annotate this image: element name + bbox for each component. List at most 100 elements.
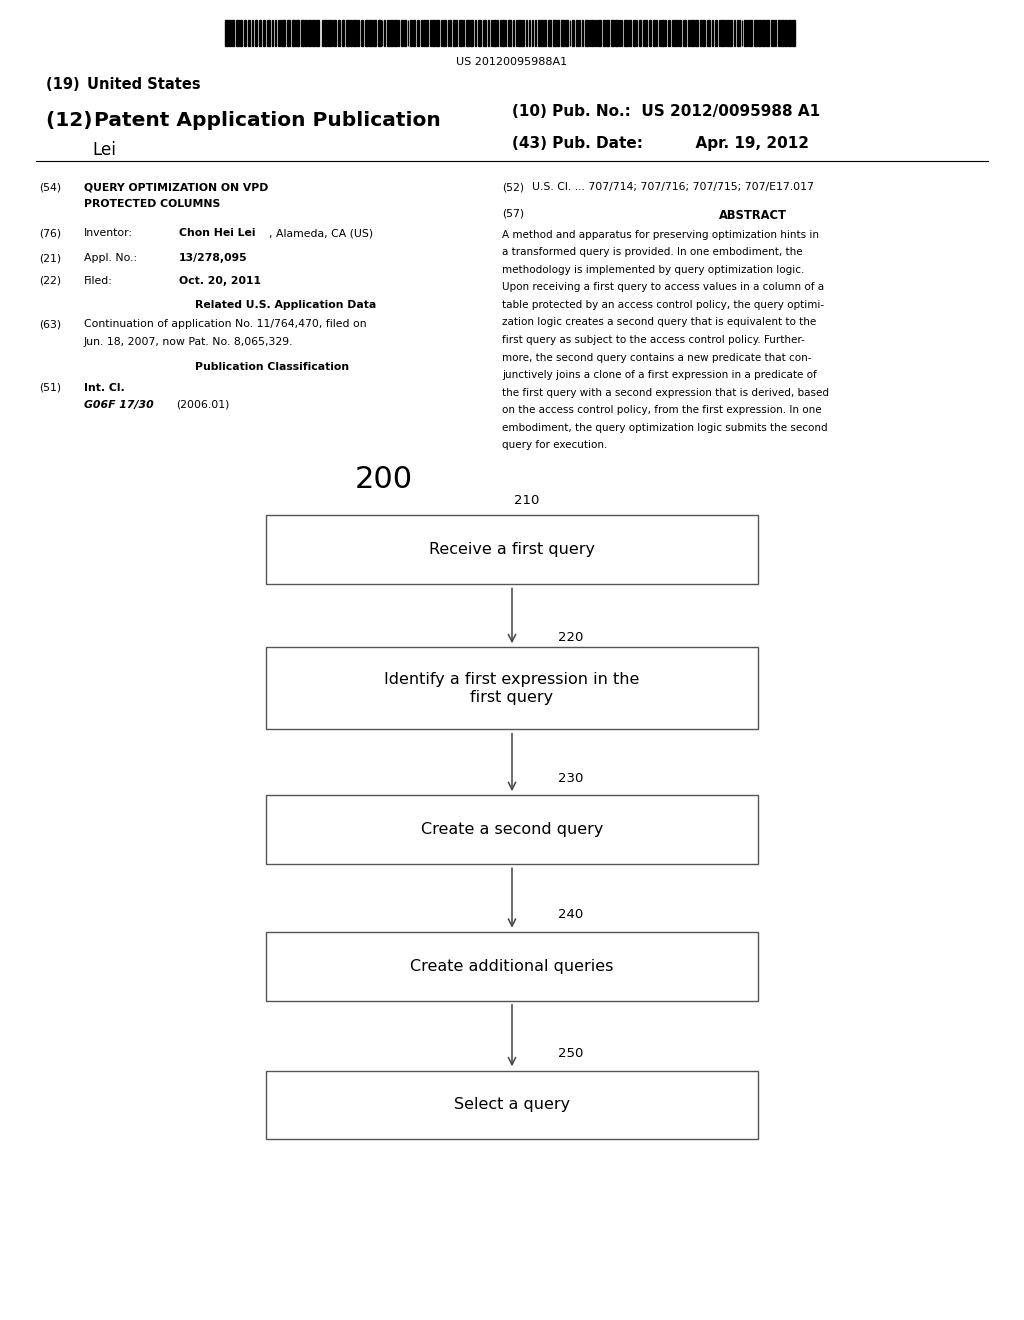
Text: Int. Cl.: Int. Cl. <box>84 383 125 393</box>
Bar <box>544 20 546 46</box>
Bar <box>508 20 511 46</box>
Bar <box>598 20 601 46</box>
Bar <box>653 20 654 46</box>
Text: Publication Classification: Publication Classification <box>195 362 349 372</box>
Text: Patent Application Publication: Patent Application Publication <box>94 111 441 129</box>
Bar <box>453 20 455 46</box>
Text: Chon Hei Lei: Chon Hei Lei <box>179 228 256 239</box>
Bar <box>677 20 678 46</box>
Bar <box>417 20 419 46</box>
Bar <box>575 20 578 46</box>
Text: Inventor:: Inventor: <box>84 228 133 239</box>
Text: A method and apparatus for preserving optimization hints in: A method and apparatus for preserving op… <box>502 230 819 240</box>
Bar <box>725 20 726 46</box>
Text: (22): (22) <box>39 276 61 286</box>
Bar <box>518 20 521 46</box>
Bar <box>675 20 676 46</box>
Text: first query as subject to the access control policy. Further-: first query as subject to the access con… <box>502 335 805 345</box>
Bar <box>411 20 413 46</box>
Text: methodology is implemented by query optimization logic.: methodology is implemented by query opti… <box>502 265 804 275</box>
Bar <box>649 20 651 46</box>
Bar <box>730 20 732 46</box>
Bar <box>324 20 327 46</box>
Text: QUERY OPTIMIZATION ON VPD: QUERY OPTIMIZATION ON VPD <box>84 182 268 193</box>
Text: Select a query: Select a query <box>454 1097 570 1113</box>
Bar <box>436 20 439 46</box>
Bar <box>266 795 758 865</box>
Text: Related U.S. Application Data: Related U.S. Application Data <box>195 300 376 310</box>
Bar <box>266 515 758 583</box>
Bar <box>610 20 613 46</box>
Bar <box>781 20 783 46</box>
Text: Create a second query: Create a second query <box>421 822 603 837</box>
Bar <box>374 20 376 46</box>
Bar <box>788 20 791 46</box>
Bar <box>542 20 543 46</box>
Bar <box>754 20 757 46</box>
Bar <box>278 20 279 46</box>
Bar <box>266 1071 758 1139</box>
Bar <box>565 20 568 46</box>
Bar <box>719 20 720 46</box>
Text: (10) Pub. No.:  US 2012/0095988 A1: (10) Pub. No.: US 2012/0095988 A1 <box>512 104 820 119</box>
Bar <box>305 20 307 46</box>
Bar <box>500 20 501 46</box>
Bar <box>525 20 527 46</box>
Text: 240: 240 <box>558 908 584 921</box>
Text: (2006.01): (2006.01) <box>176 400 229 411</box>
Bar <box>426 20 428 46</box>
Bar <box>589 20 590 46</box>
Text: a transformed query is provided. In one embodiment, the: a transformed query is provided. In one … <box>502 247 803 257</box>
Bar <box>557 20 559 46</box>
Text: (43) Pub. Date:          Apr. 19, 2012: (43) Pub. Date: Apr. 19, 2012 <box>512 136 809 150</box>
Bar <box>561 20 564 46</box>
Bar <box>430 20 431 46</box>
Bar <box>529 20 530 46</box>
Bar <box>432 20 435 46</box>
Bar <box>702 20 706 46</box>
Text: Oct. 20, 2011: Oct. 20, 2011 <box>179 276 261 286</box>
Bar <box>775 20 776 46</box>
Bar <box>470 20 473 46</box>
Text: query for execution.: query for execution. <box>502 441 607 450</box>
Bar <box>743 20 745 46</box>
Bar <box>463 20 464 46</box>
Bar <box>360 20 364 46</box>
Text: more, the second query contains a new predicate that con-: more, the second query contains a new pr… <box>502 352 811 363</box>
Bar <box>384 20 385 46</box>
Bar <box>390 20 393 46</box>
Bar <box>266 932 758 1001</box>
Text: 210: 210 <box>514 494 540 507</box>
Bar <box>460 20 462 46</box>
Text: (76): (76) <box>39 228 61 239</box>
Bar <box>688 20 690 46</box>
Bar <box>777 20 780 46</box>
Bar <box>727 20 729 46</box>
Bar <box>400 20 403 46</box>
Bar <box>645 20 647 46</box>
Bar <box>356 20 358 46</box>
Text: the first query with a second expression that is derived, based: the first query with a second expression… <box>502 388 828 397</box>
Bar <box>618 20 621 46</box>
Bar <box>636 20 637 46</box>
Bar <box>350 20 352 46</box>
Text: (12): (12) <box>46 111 102 129</box>
Bar <box>572 20 573 46</box>
Text: zation logic creates a second query that is equivalent to the: zation logic creates a second query that… <box>502 317 816 327</box>
Bar <box>353 20 355 46</box>
Text: (57): (57) <box>502 209 524 219</box>
Text: , Alameda, CA (US): , Alameda, CA (US) <box>269 228 374 239</box>
Text: 200: 200 <box>355 465 413 494</box>
Bar <box>232 20 234 46</box>
Bar <box>297 20 299 46</box>
Bar <box>241 20 242 46</box>
Bar <box>487 20 488 46</box>
Text: 13/278,095: 13/278,095 <box>179 253 248 264</box>
Bar <box>553 20 556 46</box>
Bar <box>708 20 710 46</box>
Text: 220: 220 <box>558 631 584 644</box>
Bar <box>338 20 340 46</box>
Bar <box>759 20 761 46</box>
Bar <box>762 20 765 46</box>
Bar <box>513 20 514 46</box>
